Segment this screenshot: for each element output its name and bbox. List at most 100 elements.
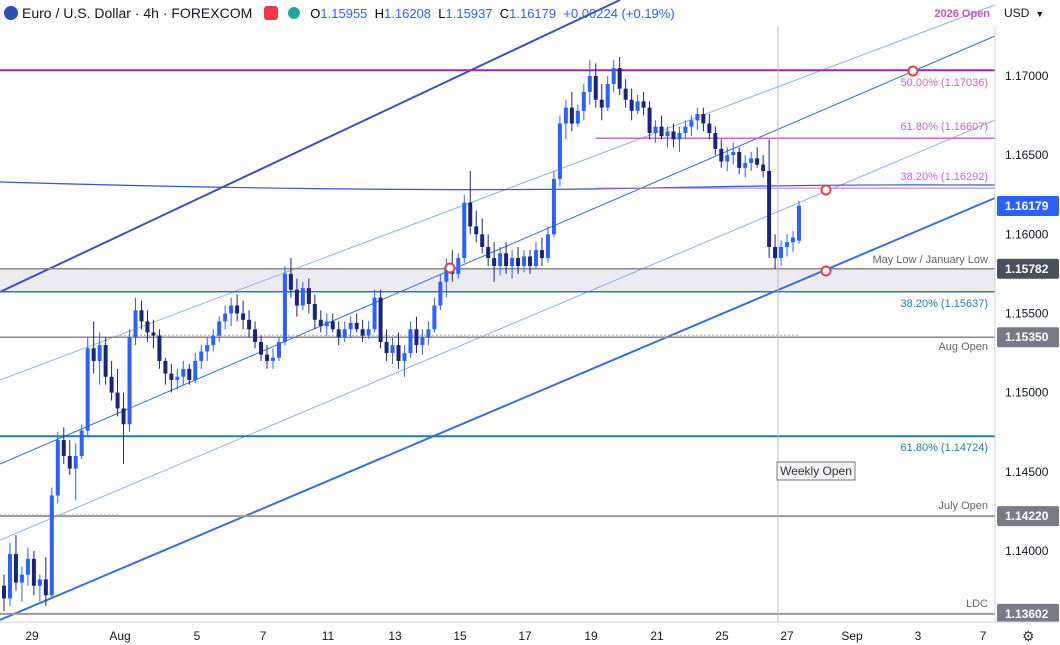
high-value: 1.16208 (384, 5, 432, 21)
price-tick-label: 1.14000 (1005, 544, 1049, 558)
time-tick-label: 13 (388, 629, 402, 643)
candle-body (653, 126, 658, 133)
candle-body (151, 332, 156, 336)
weekly-open-box (776, 461, 856, 481)
candle-body (444, 265, 449, 282)
candle-body (569, 107, 574, 124)
price-tick-label: 1.15500 (1005, 306, 1049, 320)
candle-body (629, 99, 634, 111)
candle-body (169, 373, 174, 380)
price-label-bg (997, 258, 1059, 279)
currency-selector[interactable]: USD ▼ (1004, 6, 1045, 20)
level-fib-382-upper-label: 38.20% (1.16292) (901, 171, 988, 183)
candle-body (671, 131, 676, 140)
candle-body (109, 376, 114, 393)
candle-body (354, 322, 359, 330)
symbol-title[interactable]: Euro / U.S. Dollar · 4h · FOREXCOM (22, 5, 253, 21)
open-value: 1.15955 (320, 5, 368, 21)
channel-median-line[interactable] (0, 35, 996, 465)
candle-body (127, 337, 132, 425)
candle-body (599, 99, 604, 108)
candle-body (486, 246, 491, 259)
pivot-marker-1[interactable] (820, 184, 832, 196)
price-label: 1.13602 (1005, 607, 1049, 621)
candle-body (282, 273, 287, 342)
candle-body (785, 242, 790, 247)
candle-body (689, 120, 694, 127)
candle-body (510, 258, 515, 266)
weekly-open-label: Weekly Open (780, 464, 852, 478)
pivot-marker-3[interactable] (820, 265, 832, 277)
chevron-down-icon: ▼ (1035, 9, 1045, 19)
time-axis[interactable] (0, 622, 1060, 645)
price-tick-label: 1.16000 (1005, 227, 1049, 241)
candle-body (49, 495, 54, 596)
candle-body (743, 163, 748, 168)
time-tick-label: 19 (584, 629, 598, 643)
chart-header: Euro / U.S. Dollar · 4h · FOREXCOM O1.15… (0, 0, 995, 26)
candle-body (7, 554, 12, 599)
candle-body (426, 329, 431, 338)
candle-body (767, 170, 772, 247)
candle-body (276, 341, 281, 358)
candle-body (791, 237, 796, 243)
candle-body (683, 126, 688, 133)
candle-body (557, 123, 562, 179)
level-may-low-label: May Low / January Low (872, 254, 988, 266)
candle-body (408, 329, 413, 354)
price-label-bg (997, 195, 1059, 216)
candle-body (115, 392, 120, 409)
candle-body (605, 83, 610, 108)
candle-body (175, 376, 180, 380)
candle-body (480, 234, 485, 247)
price-axis[interactable] (995, 26, 1060, 622)
price-tick-label: 1.17000 (1005, 69, 1049, 83)
moving-average-line[interactable] (0, 181, 996, 191)
pivot-marker-2[interactable] (444, 262, 456, 274)
candle-body (707, 123, 712, 133)
candle-body (593, 76, 598, 100)
pivot-marker-0[interactable] (907, 65, 919, 77)
level-fib-382-lower-label: 38.20% (1.15637) (901, 298, 988, 310)
candle-body (581, 91, 586, 111)
price-tick-label: 1.15000 (1005, 386, 1049, 400)
candle-body (665, 131, 670, 137)
candle-body (211, 335, 216, 346)
candle-body (300, 288, 305, 306)
close-value: 1.16179 (509, 5, 557, 21)
candle-body (522, 256, 527, 266)
candle-body (229, 305, 234, 314)
candle-body (737, 151, 742, 168)
price-label-bg (997, 603, 1059, 624)
candle-body (468, 202, 473, 227)
candle-body (749, 158, 754, 164)
channel-upper-line[interactable] (0, 0, 621, 293)
candle-body (378, 297, 383, 342)
candle-body (396, 345, 401, 361)
time-tick-label: 27 (780, 629, 794, 643)
price-label: 1.16179 (1005, 199, 1049, 213)
candle-body (366, 329, 371, 336)
candle-body (270, 357, 275, 361)
candle-body (2, 585, 6, 599)
candle-body (695, 113, 700, 121)
candle-body (139, 310, 144, 322)
dot-icon[interactable] (288, 7, 301, 19)
candle-body (85, 348, 90, 431)
level-2026-open-label: 2026 Open (934, 8, 990, 20)
time-tick-label: 5 (194, 629, 201, 643)
price-label: 1.15782 (1005, 262, 1049, 276)
gear-icon[interactable]: ⚙ (1022, 628, 1035, 644)
candle-body (61, 440, 66, 456)
channel-upper-quarter-line[interactable] (0, 4, 996, 381)
candle-body (91, 348, 96, 361)
level-ldc-label: LDC (966, 598, 988, 610)
time-tick-label: Sep (841, 629, 863, 643)
candle-body (456, 258, 461, 274)
candle-body (163, 360, 168, 374)
candle-body (420, 337, 425, 346)
candle-body (587, 76, 592, 92)
dropdown-flag-icon[interactable] (264, 6, 279, 20)
candle-body (641, 101, 646, 108)
